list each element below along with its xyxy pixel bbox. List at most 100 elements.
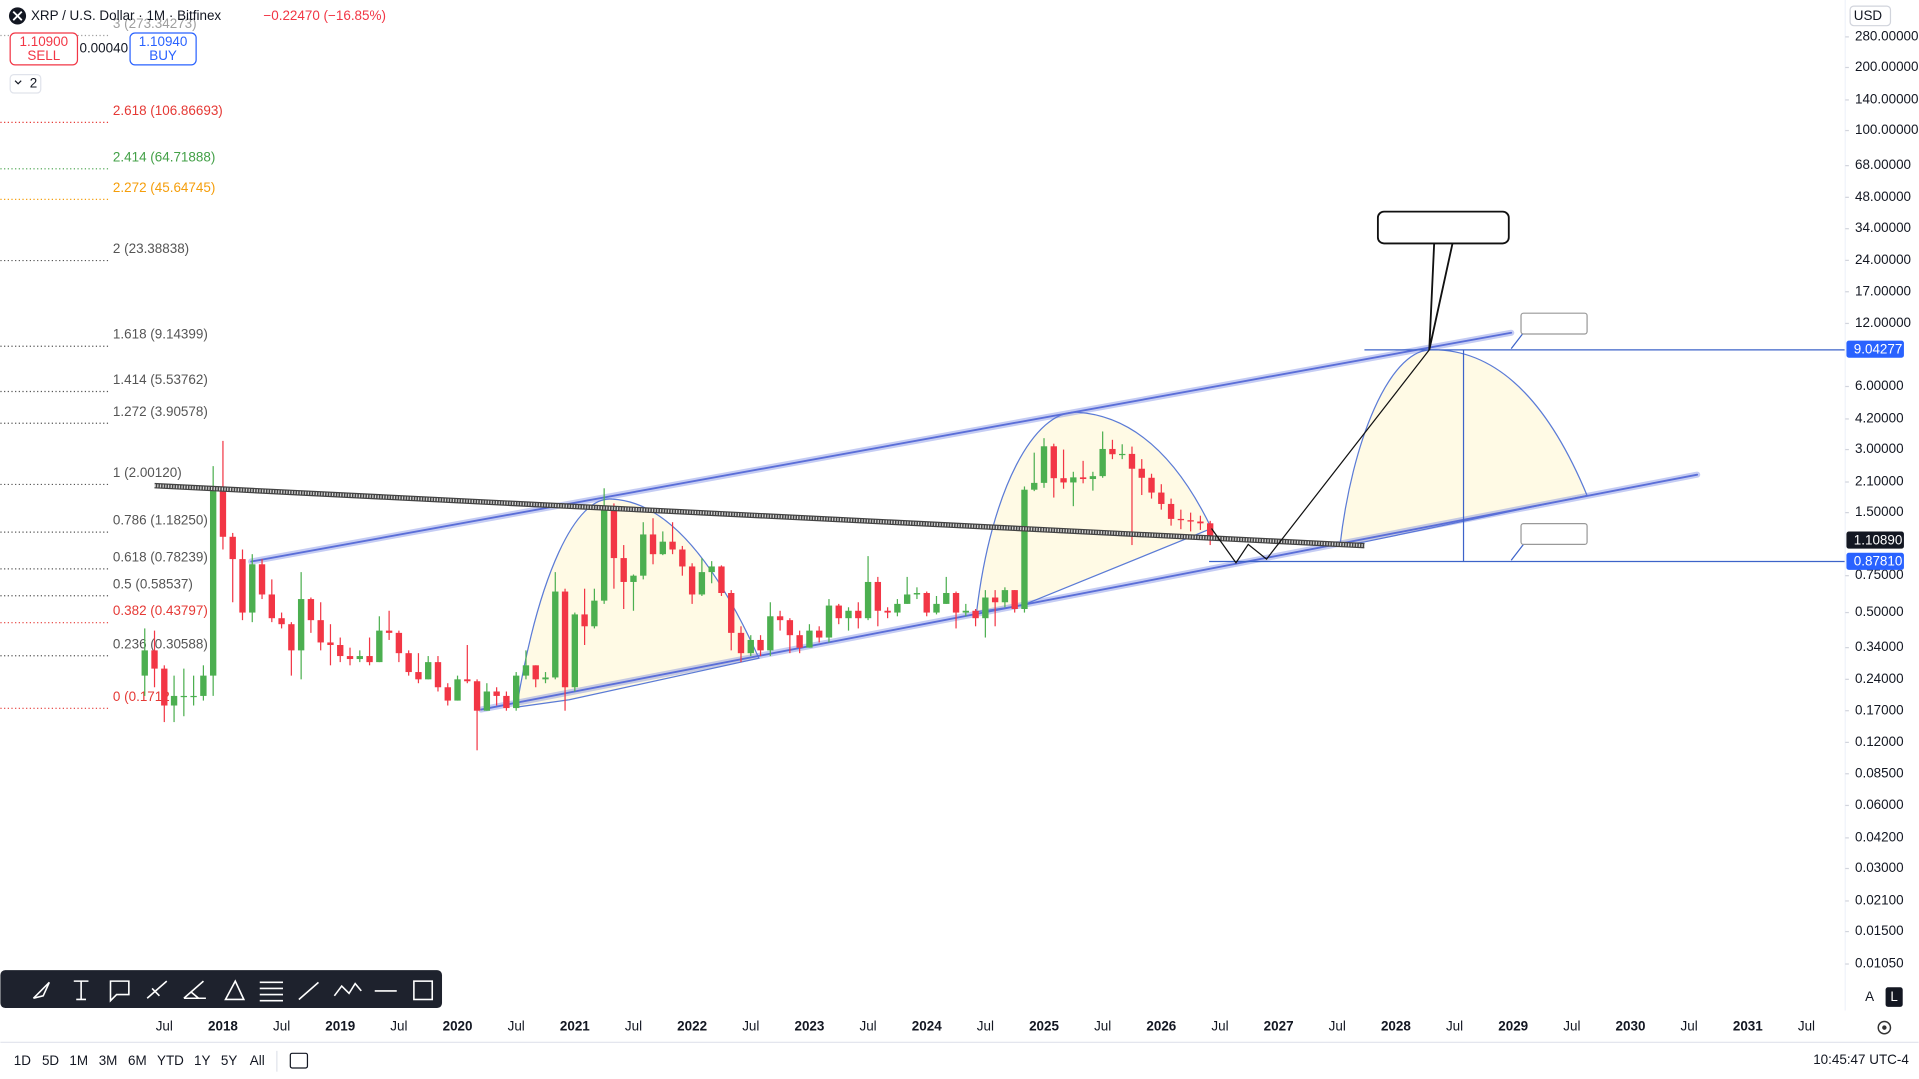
candle-body: [776, 616, 784, 621]
x-tick-label: 2022: [677, 1019, 707, 1034]
y-tick-label: 0.50000: [1855, 604, 1904, 619]
currency-button[interactable]: [1849, 5, 1892, 27]
x-tick-label: Jul: [1329, 1019, 1346, 1034]
y-tick-label: 0.75000: [1855, 567, 1904, 582]
x-tick-label: Jul: [156, 1019, 173, 1034]
spread: 0.00040: [79, 40, 128, 55]
calendar-icon[interactable]: [289, 1052, 309, 1069]
candle-body: [464, 679, 471, 682]
x-tick-label: 2018: [208, 1019, 238, 1034]
candle-body: [425, 662, 432, 680]
tool-icon[interactable]: [224, 979, 246, 1001]
resistance: [154, 482, 1365, 549]
indicators-toggle[interactable]: [9, 74, 42, 94]
timeframe-button[interactable]: YTD: [157, 1053, 184, 1068]
candle-body: [952, 592, 960, 613]
timeframe-button[interactable]: 1Y: [194, 1053, 210, 1068]
timeframe-button[interactable]: 3M: [99, 1053, 118, 1068]
callout-box[interactable]: [1376, 210, 1510, 245]
candle-body: [913, 592, 921, 595]
fib-label: 0.786 (1.18250): [113, 513, 208, 528]
candle-body: [1187, 520, 1194, 522]
x-tick-label: 2023: [794, 1019, 824, 1034]
y-tick-label: 17.00000: [1855, 283, 1911, 298]
x-tick-label: Jul: [1211, 1019, 1228, 1034]
candle-body: [170, 695, 178, 706]
drawing-toolbar: [0, 970, 443, 1009]
y-tick-label: 6.00000: [1855, 378, 1904, 393]
fib-label: 0.236 (0.30588): [113, 636, 208, 651]
timeframe-button[interactable]: 6M: [128, 1053, 147, 1068]
candle-body: [786, 620, 794, 636]
candle-body: [1031, 482, 1038, 490]
candle-body: [1060, 478, 1067, 483]
timeframe-button[interactable]: 1D: [14, 1053, 31, 1068]
candle-body: [1099, 448, 1106, 477]
candle-body: [640, 534, 647, 576]
candle-body: [395, 632, 403, 654]
indicators-count: 2: [30, 75, 37, 90]
candle-body: [209, 486, 217, 676]
projection-path: [1211, 349, 1430, 564]
candle-body: [1119, 453, 1126, 456]
tool-icon[interactable]: [333, 982, 362, 997]
x-tick-label: Jul: [1798, 1019, 1815, 1034]
candle-body: [1167, 503, 1175, 519]
candle-body: [708, 566, 715, 573]
candle-body: [620, 558, 627, 582]
price-callout[interactable]: [1520, 522, 1588, 546]
y-tick-label: 0.17000: [1855, 702, 1904, 717]
buy-button[interactable]: [129, 32, 197, 66]
candle-body: [943, 592, 950, 604]
chevron: [14, 80, 22, 85]
candle-body: [317, 620, 324, 643]
tool-icon[interactable]: [146, 980, 168, 999]
sell-label: SELL: [27, 48, 60, 63]
candle-body: [229, 536, 236, 560]
tool-icon[interactable]: [73, 980, 89, 1001]
timeframe-button[interactable]: 1M: [69, 1053, 88, 1068]
x-tick-label: 2029: [1498, 1019, 1528, 1034]
scale-button[interactable]: [1861, 987, 1879, 1007]
settings-icon[interactable]: [1877, 1020, 1892, 1035]
candle-body: [542, 677, 549, 680]
candle-body: [219, 486, 227, 537]
candle-body: [962, 610, 969, 613]
fib-label: 2.272 (45.64745): [113, 180, 215, 195]
x-tick-label: Jul: [273, 1019, 290, 1034]
x-tick-label: 2025: [1029, 1019, 1059, 1034]
tool-icon[interactable]: [183, 980, 206, 1000]
scale-button[interactable]: [1885, 987, 1903, 1007]
candle-body: [415, 672, 422, 680]
price-tag: [1846, 531, 1904, 549]
timeframe-button[interactable]: 5Y: [221, 1053, 237, 1068]
scale-button-label: A: [1865, 989, 1874, 1004]
x-tick-label: Jul: [625, 1019, 642, 1034]
candle-body: [600, 507, 608, 601]
x-tick-label: Jul: [742, 1019, 759, 1034]
candle-body: [884, 610, 891, 613]
timeframe-button[interactable]: All: [250, 1053, 265, 1068]
price-callout[interactable]: [1520, 312, 1588, 335]
tool-icon[interactable]: [298, 981, 319, 1001]
candle-body: [649, 534, 657, 555]
tool-icon[interactable]: [32, 981, 51, 1000]
x-tick-label: Jul: [390, 1019, 407, 1034]
candle-body: [512, 675, 520, 709]
x-tick-label: 2030: [1616, 1019, 1646, 1034]
candle-body: [346, 656, 354, 660]
candle-body: [249, 564, 256, 613]
scale-button-label: L: [1890, 989, 1898, 1004]
sell-button[interactable]: [9, 32, 79, 66]
candle-body: [1050, 446, 1057, 479]
candle-body: [376, 630, 383, 663]
candle-body: [405, 653, 412, 673]
tool-icon[interactable]: [109, 980, 130, 1003]
tool-icon[interactable]: [259, 981, 283, 1002]
candle-body: [610, 507, 618, 559]
timeframe-button[interactable]: 5D: [42, 1053, 59, 1068]
candle-body: [493, 691, 500, 696]
tool-icon[interactable]: [413, 980, 434, 1001]
price-axis: 280.00000 200.00000 140.00000 100.00000 68.0…: [1844, 0, 1919, 1011]
